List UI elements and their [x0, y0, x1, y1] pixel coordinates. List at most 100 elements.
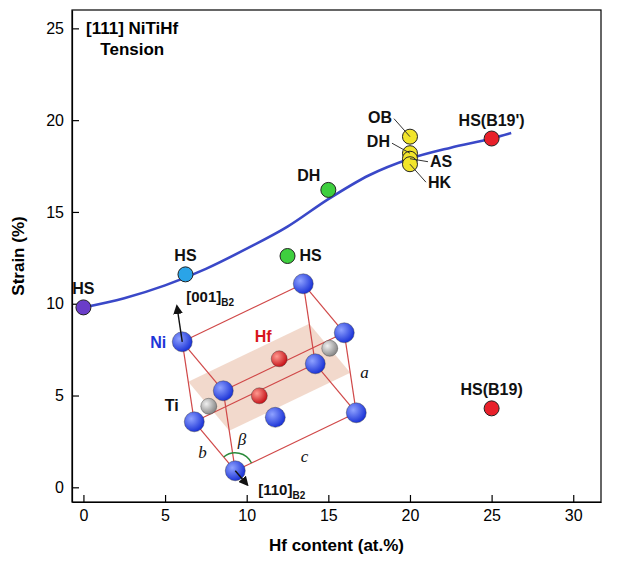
tick: 20: [402, 495, 420, 524]
point-labels: HS HS HS DH OB DH AS HK HS(B19') HS(B19): [72, 109, 524, 399]
tick-mark: [492, 495, 493, 502]
title: [111] NiTiHf: [86, 19, 179, 38]
atom: [293, 274, 313, 294]
x-axis: 0 5 10 15 20 25 30: [73, 495, 602, 524]
tick-label: 25: [483, 507, 501, 524]
atom: [265, 407, 285, 427]
tick-label: 10: [46, 295, 64, 312]
tick-mark: [410, 495, 411, 502]
atom: [271, 351, 287, 367]
trend-curve: [83, 133, 511, 307]
tick: 0: [79, 495, 88, 524]
data-point: [178, 267, 193, 282]
leader-line: [410, 164, 426, 182]
tick-mark: [72, 487, 79, 488]
cell-edge: [303, 284, 315, 364]
data-point: [76, 300, 91, 315]
point-label: HS: [300, 247, 323, 264]
tick: 15: [46, 204, 79, 221]
point-label: DH: [367, 133, 390, 150]
direction-label: [001]B2: [186, 288, 234, 308]
cell-edge: [194, 364, 315, 422]
tick-mark: [72, 212, 79, 213]
direction-label: [110]B2: [258, 481, 305, 501]
tick-mark: [72, 395, 79, 396]
subtitle: Tension: [100, 40, 164, 59]
chart: 0 5 10 15 20 25 30 0 5 10 15 20 25 Hf content (at.%) S…: [0, 0, 621, 562]
tick: 5: [161, 495, 170, 524]
x-axis-title: Hf content (at.%): [269, 536, 404, 555]
leader-line: [410, 159, 428, 162]
point-label: AS: [430, 153, 453, 170]
atom: [305, 354, 325, 374]
angle-arc: [224, 453, 252, 463]
cell-edge: [223, 333, 344, 391]
tick: 25: [483, 495, 501, 524]
atom: [346, 403, 366, 423]
tick-mark: [165, 495, 166, 502]
point-label: OB: [368, 109, 392, 126]
lattice-label: c: [301, 447, 309, 466]
leader-line: [394, 119, 410, 137]
point-label: HS(B19'): [459, 112, 525, 129]
point-label: DH: [297, 167, 320, 184]
plot-area: [76, 129, 511, 416]
tick: 30: [565, 495, 583, 524]
data-point: [484, 131, 499, 146]
tick-label: 20: [46, 112, 64, 129]
tick: 0: [55, 479, 79, 496]
tick-label: 15: [46, 204, 64, 221]
point-label: HS: [72, 280, 95, 297]
atom: [201, 398, 217, 414]
plot-frame: [72, 10, 601, 502]
point-label: HK: [428, 174, 452, 191]
direction-arrow: [235, 471, 247, 485]
point-label: HS(B19): [460, 381, 522, 398]
point-label: HS: [174, 247, 197, 264]
atom: [251, 388, 267, 404]
tick: 10: [46, 295, 79, 312]
axis-line: [72, 11, 73, 503]
data-point: [484, 401, 499, 416]
cell-edge: [182, 284, 303, 342]
atom-label: Ti: [165, 397, 179, 414]
tick-mark: [573, 495, 574, 502]
crystal-inset: [001]B2[110]B2NiHfTiabcβ: [150, 274, 369, 501]
tick-mark: [328, 495, 329, 502]
tick-label: 5: [161, 507, 170, 524]
lattice-label: b: [198, 443, 207, 462]
tick: 15: [320, 495, 338, 524]
atom: [322, 340, 338, 356]
tick-label: 10: [238, 507, 256, 524]
tick-mark: [72, 28, 79, 29]
data-point: [280, 249, 295, 264]
tick: 20: [46, 112, 79, 129]
direction-arrow: [177, 306, 182, 342]
atom: [184, 412, 204, 432]
axis-line: [73, 502, 602, 503]
tick: 25: [46, 20, 79, 37]
lattice-label: β: [237, 430, 247, 449]
cell-edge: [182, 342, 194, 422]
direction-subscript: B2: [221, 297, 234, 308]
tick-label: 30: [565, 507, 583, 524]
atom-label: Ni: [150, 334, 166, 351]
tick: 10: [238, 495, 256, 524]
tick-mark: [72, 120, 79, 121]
leaders: [392, 119, 428, 183]
direction-subscript: B2: [292, 490, 305, 501]
tick: 5: [55, 387, 79, 404]
tick-label: 0: [79, 507, 88, 524]
atom: [213, 381, 233, 401]
tick-label: 0: [55, 479, 64, 496]
tick-label: 5: [55, 387, 64, 404]
y-axis-title: Strain (%): [9, 216, 28, 295]
tick-mark: [247, 495, 248, 502]
tick-label: 15: [320, 507, 338, 524]
tick-mark: [83, 495, 84, 502]
atom: [334, 323, 354, 343]
tick-label: 25: [46, 20, 64, 37]
cell-edge: [235, 413, 356, 471]
y-axis: 0 5 10 15 20 25: [46, 11, 79, 503]
tick-label: 20: [402, 507, 420, 524]
